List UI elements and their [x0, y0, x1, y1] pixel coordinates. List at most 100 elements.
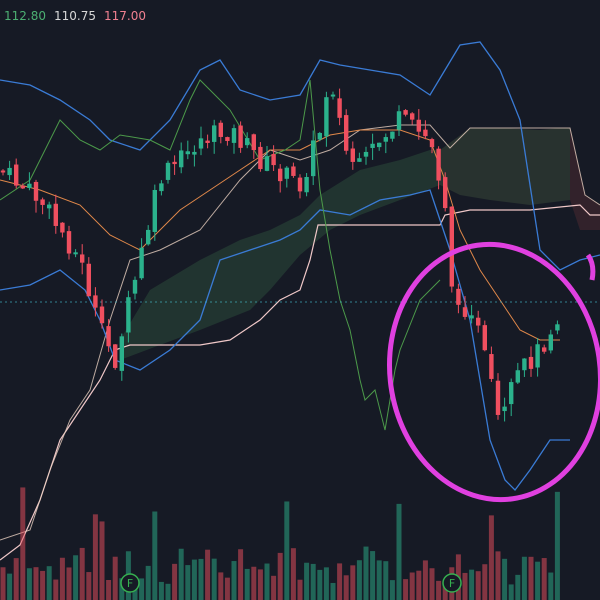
candle [126, 297, 131, 333]
candle [297, 177, 303, 192]
candle [238, 125, 243, 148]
volume-bar [403, 579, 409, 600]
candle [416, 119, 421, 132]
volume-bar [53, 579, 59, 600]
volume-bar [515, 574, 521, 600]
candles [0, 88, 560, 422]
volume-bar [528, 556, 534, 600]
candle [159, 183, 164, 192]
volume-bar [356, 560, 362, 600]
candle [350, 148, 355, 162]
volume-bar [99, 521, 105, 600]
candle [363, 151, 369, 157]
candle [443, 177, 448, 209]
volume-bar [541, 558, 547, 600]
candle [205, 140, 210, 143]
candle [542, 347, 547, 352]
candle [304, 177, 309, 193]
volume-bar [304, 562, 310, 600]
candle [271, 154, 276, 166]
volume-bar [502, 558, 508, 600]
candle [106, 326, 111, 347]
header-value: 112.80 [4, 9, 46, 23]
volume-bar [521, 556, 527, 600]
event-marker [120, 573, 140, 593]
volume-bar [191, 559, 197, 600]
volume-bar [40, 570, 46, 600]
volume-bar [244, 568, 250, 600]
volume-bar [271, 575, 277, 600]
volume-bar [251, 566, 257, 600]
event-label: F [127, 577, 133, 590]
cloud [570, 128, 600, 230]
band-upper [0, 41, 600, 271]
volume-bar [165, 583, 171, 600]
volume-bar [112, 556, 118, 600]
candle [0, 170, 6, 173]
volume-bar [218, 572, 224, 600]
volume-bar [548, 572, 554, 600]
candle [146, 229, 151, 245]
volume-bar [482, 564, 488, 600]
volume-bar [152, 511, 158, 600]
candle [495, 380, 501, 415]
volume-bar [442, 584, 448, 600]
volume-bar [422, 560, 428, 600]
candle [548, 334, 553, 351]
volume-bar [211, 558, 217, 600]
candle [317, 132, 322, 140]
candle [93, 295, 98, 308]
volume-bar [0, 567, 6, 600]
volume-bar [205, 549, 211, 600]
candle [502, 406, 507, 412]
candle [324, 97, 329, 137]
volume-bar [429, 568, 435, 600]
candle [99, 306, 105, 324]
span-a [0, 124, 600, 541]
candle [231, 128, 237, 143]
volume-bar [264, 563, 270, 600]
volume-bar [33, 567, 39, 600]
volume-bar [409, 572, 415, 600]
candle [456, 288, 461, 305]
candle [337, 98, 342, 118]
event-marker [442, 573, 462, 593]
header-value: 117.00 [104, 9, 146, 23]
candle [73, 252, 78, 255]
candle [179, 150, 184, 168]
candle [462, 307, 468, 317]
candle [291, 166, 296, 176]
volume-bar [172, 563, 178, 600]
candle [47, 204, 52, 209]
candle [370, 143, 375, 148]
volume-bar [198, 558, 204, 600]
volume-bar [185, 565, 191, 600]
header-value: 110.75 [54, 9, 96, 23]
candle [258, 146, 263, 170]
volume-bar [257, 569, 263, 600]
candle [20, 185, 25, 189]
candle [522, 358, 527, 371]
cloud [120, 150, 440, 360]
volume-bar [284, 501, 290, 600]
candle [40, 199, 45, 205]
annotation-stroke [585, 253, 596, 281]
candle [555, 324, 560, 331]
volume-bar [66, 567, 72, 600]
candle [212, 125, 217, 142]
candle [284, 167, 289, 179]
volume-bar [363, 546, 369, 600]
candle [264, 156, 270, 171]
candle [113, 344, 118, 368]
candle [489, 354, 494, 379]
band-basis [0, 129, 560, 341]
volume-bar [231, 561, 237, 600]
candle [449, 206, 454, 287]
volume-bar [416, 570, 422, 600]
candle [218, 122, 223, 137]
volume-bar [224, 577, 230, 600]
candle [251, 134, 256, 151]
candle [139, 247, 144, 279]
volume-bar [317, 569, 323, 600]
